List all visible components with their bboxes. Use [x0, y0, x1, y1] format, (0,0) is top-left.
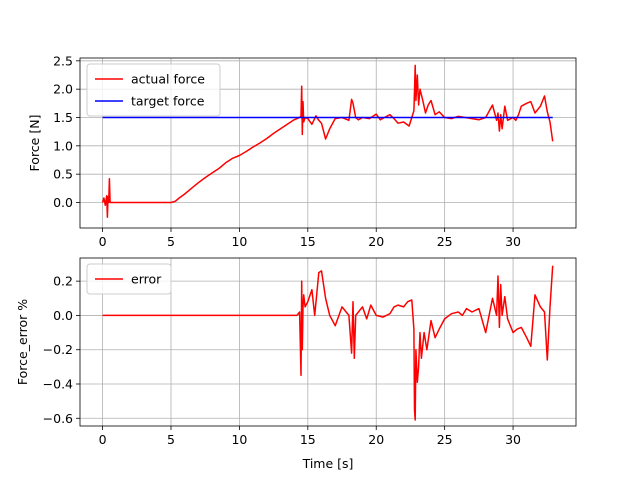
y-tick-label: −0.4 — [43, 377, 73, 392]
x-tick-label: 20 — [368, 432, 384, 447]
y-tick-label: 1.5 — [53, 110, 73, 125]
x-tick-label: 30 — [505, 432, 521, 447]
y-tick-label: 0.5 — [53, 167, 73, 182]
x-tick-label: 30 — [505, 234, 521, 249]
x-tick-label: 25 — [437, 234, 453, 249]
x-tick-label: 0 — [99, 432, 107, 447]
x-tick-label: 10 — [231, 234, 247, 249]
error-chart-legend-box — [86, 263, 172, 295]
x-tick-label: 10 — [231, 432, 247, 447]
error-chart: 0 5 10 15 20 25 30 −0.6 −0.4 −0.2 0.0 0.2 Force_err… — [15, 257, 577, 471]
y-tick-label: 2.0 — [53, 82, 73, 97]
x-tick-label: 15 — [300, 234, 316, 249]
y-tick-label: 0.2 — [53, 274, 73, 289]
error-chart-xlabel: Time [s] — [302, 456, 354, 471]
x-tick-label: 25 — [437, 432, 453, 447]
y-tick-label: 1.0 — [53, 138, 73, 153]
legend-label-target-force: target force — [131, 94, 205, 109]
error-chart-frame — [79, 257, 577, 427]
x-tick-label: 20 — [368, 234, 384, 249]
x-tick-label: 5 — [167, 234, 175, 249]
legend-label-error: error — [131, 272, 162, 287]
error-chart-ticks: 0 5 10 15 20 25 30 −0.6 −0.4 −0.2 0.0 0.2 — [43, 274, 521, 447]
x-tick-label: 0 — [99, 234, 107, 249]
x-tick-label: 5 — [167, 432, 175, 447]
force-chart-ylabel: Force [N] — [27, 115, 42, 172]
x-tick-label: 15 — [300, 432, 316, 447]
force-chart-legend: actual force target force — [86, 63, 221, 117]
legend-label-actual-force: actual force — [131, 72, 205, 87]
force-chart-series — [101, 64, 554, 218]
force-chart-ticks: 0 5 10 15 20 25 30 0.0 0.5 1.0 1.5 2.0 2.5 — [53, 53, 521, 249]
force-chart: 0 5 10 15 20 25 30 0.0 0.5 1.0 1.5 2.0 2.5 Force [N]… — [27, 53, 577, 249]
error-chart-series — [102, 265, 554, 421]
y-tick-label: −0.2 — [43, 342, 73, 357]
y-tick-label: 0.0 — [53, 195, 73, 210]
y-tick-label: 2.5 — [53, 53, 73, 68]
force-chart-frame — [79, 57, 577, 229]
error-chart-ylabel: Force_error % — [15, 299, 30, 385]
y-tick-label: 0.0 — [53, 308, 73, 323]
force-chart-legend-box — [86, 63, 221, 117]
y-tick-label: −0.6 — [43, 411, 73, 426]
error-chart-legend: error — [86, 263, 172, 295]
series-line-error — [102, 265, 554, 421]
